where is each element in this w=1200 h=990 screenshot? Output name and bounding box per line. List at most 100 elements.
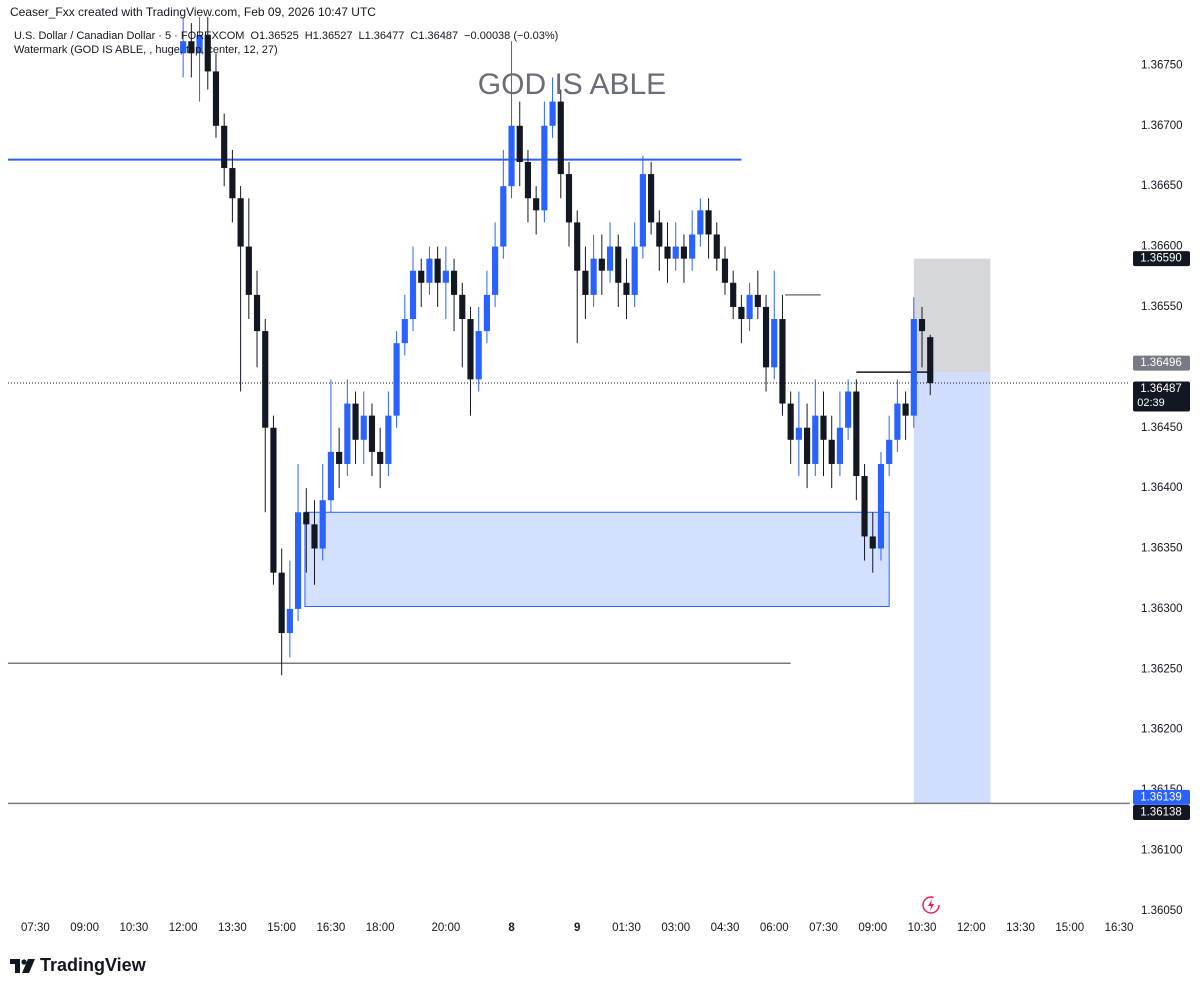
y-tick-label: 1.36050 <box>1141 905 1183 917</box>
price-countdown: 02:39 <box>1137 397 1165 409</box>
candle-body <box>738 306 745 320</box>
ohlc-close: C1.36487 <box>410 30 458 42</box>
x-tick-label: 10:30 <box>908 922 937 934</box>
candle-body <box>639 174 646 247</box>
lightning-icon <box>922 896 940 914</box>
price-tag-label: 1.36496 <box>1140 357 1182 369</box>
candle-body <box>689 234 696 259</box>
candle-body <box>500 186 507 247</box>
x-tick-label: 13:30 <box>1006 922 1035 934</box>
candle-body <box>779 319 786 404</box>
indicator: Watermark (GOD IS ABLE, , huge, top, cen… <box>14 44 278 56</box>
candle-body <box>385 415 392 464</box>
candle-body <box>368 415 376 452</box>
candle-body <box>795 427 802 440</box>
candle-body <box>262 331 269 428</box>
x-tick-label: 09:00 <box>70 922 99 934</box>
x-tick-label: 10:30 <box>119 922 148 934</box>
x-tick-label: 16:30 <box>317 922 346 934</box>
candle-body <box>278 572 285 634</box>
price-tag <box>1133 805 1190 821</box>
price-tag <box>1133 381 1190 412</box>
candle-body <box>771 319 778 368</box>
watermark: GOD IS ABLE <box>478 68 666 101</box>
candle-body <box>812 415 819 464</box>
candle-body <box>533 198 540 211</box>
candle-body <box>508 125 515 187</box>
candle-body <box>672 246 679 259</box>
candle-body <box>426 258 433 283</box>
y-tick-label: 1.36750 <box>1141 59 1183 71</box>
candle-body <box>196 35 203 54</box>
candle-body <box>606 246 614 271</box>
candle-body <box>319 500 326 549</box>
candle-body <box>853 391 860 477</box>
candle-body <box>492 246 499 295</box>
y-tick-label: 1.36600 <box>1141 241 1183 253</box>
x-tick-label: 15:00 <box>267 922 296 934</box>
candle-body <box>303 512 310 525</box>
candle-body <box>442 270 449 283</box>
stop-zone <box>913 258 991 373</box>
icon-bolt <box>928 899 934 911</box>
candle-body <box>910 319 917 416</box>
y-tick-label: 1.36300 <box>1141 603 1183 615</box>
y-tick-label: 1.36650 <box>1141 180 1183 192</box>
x-tick-label: 15:00 <box>1055 922 1084 934</box>
x-tick-label: 9 <box>574 922 580 934</box>
candle-body <box>631 246 638 295</box>
candle-body <box>418 270 425 283</box>
x-tick-label: 20:00 <box>431 922 460 934</box>
y-tick-label: 1.36550 <box>1141 301 1183 313</box>
candle-body <box>344 403 351 464</box>
candle-body <box>286 608 293 634</box>
ohlc-open: O1.36525 <box>250 30 298 42</box>
candle-body <box>467 319 474 380</box>
candle-body <box>705 210 712 235</box>
x-tick-label: 12:00 <box>169 922 198 934</box>
candle-body <box>623 282 630 295</box>
y-tick-label: 1.36400 <box>1141 482 1183 494</box>
x-tick-label: 18:00 <box>366 922 395 934</box>
price-tag <box>1133 355 1190 371</box>
price-tag <box>1133 251 1190 267</box>
x-tick-label: 07:30 <box>809 922 838 934</box>
x-tick-label: 03:00 <box>661 922 690 934</box>
x-tick-label: 06:00 <box>760 922 789 934</box>
candle-body <box>475 331 482 380</box>
candle-body <box>557 101 564 175</box>
candle-body <box>212 71 220 126</box>
candle-body <box>754 294 761 307</box>
candle-body <box>918 319 926 332</box>
x-tick-label: 01:30 <box>612 922 641 934</box>
price-tag-label: 1.36590 <box>1140 253 1182 265</box>
candle-body <box>253 294 261 332</box>
candle-body <box>877 463 885 549</box>
candle-body <box>221 125 228 169</box>
price-tag-label: 1.36138 <box>1140 807 1182 819</box>
candle-body <box>229 168 236 199</box>
candle-body <box>237 198 244 247</box>
candle-body <box>582 270 589 295</box>
x-tick-label: 16:30 <box>1105 922 1134 934</box>
candle-body <box>483 294 490 332</box>
candle-body <box>828 439 835 464</box>
candle-body <box>549 101 556 126</box>
x-tick-label: 07:30 <box>21 922 50 934</box>
candle-body <box>787 403 794 440</box>
price-tag <box>1133 789 1190 805</box>
ohlc-low: L1.36477 <box>359 30 405 42</box>
candle-body <box>401 319 408 344</box>
candle-body <box>565 174 573 223</box>
candle-body <box>270 427 277 573</box>
candle-body <box>820 415 827 440</box>
candle-body <box>927 337 934 384</box>
ohlc-high: H1.36527 <box>305 30 353 42</box>
candle-body <box>598 258 605 271</box>
candle-body <box>804 427 811 464</box>
symbol: U.S. Dollar / Canadian Dollar · 5 · FORE… <box>14 30 244 42</box>
x-tick-label: 13:30 <box>218 922 247 934</box>
candle-body <box>294 512 302 609</box>
